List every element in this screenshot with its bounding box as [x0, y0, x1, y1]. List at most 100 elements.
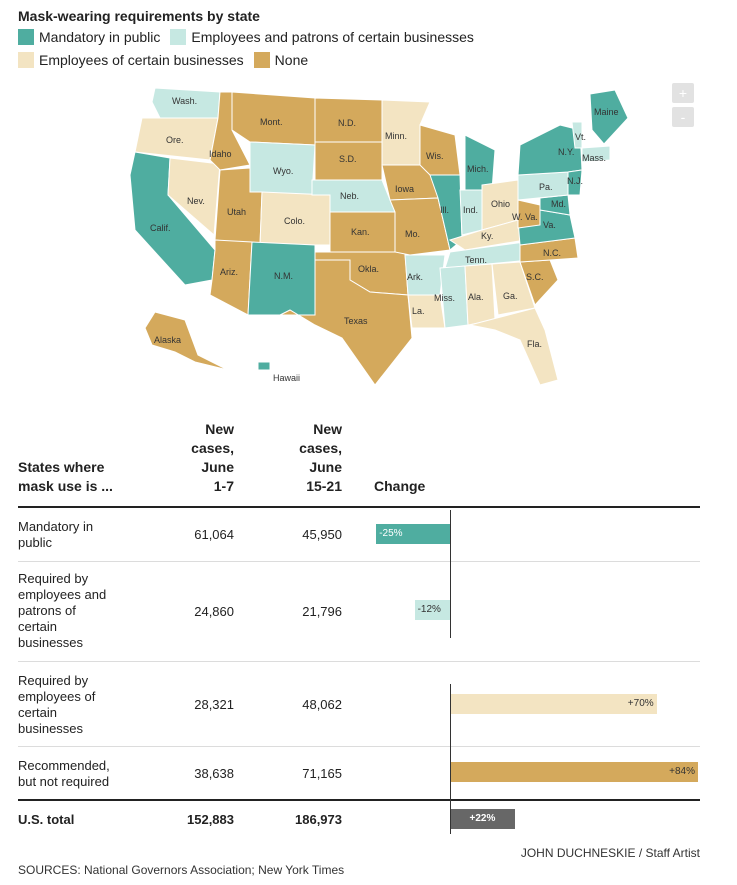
state-label: Nev. — [187, 196, 205, 206]
state-illinois[interactable] — [429, 174, 463, 251]
legend-label: Mandatory in public — [39, 29, 161, 45]
cell-june-15-21: 21,796 — [302, 604, 342, 619]
state-label: Hawaii — [273, 373, 300, 383]
total-june-15-21: 186,973 — [295, 812, 342, 827]
state-arizona[interactable] — [209, 239, 253, 316]
state-label: Maine — [594, 107, 619, 117]
change-label: -25% — [379, 528, 403, 539]
row-label-line: certain — [18, 705, 58, 720]
state-label: Colo. — [284, 216, 305, 226]
state-label: Neb. — [340, 191, 359, 201]
cell-june-1-7: 61,064 — [194, 527, 234, 542]
legend-item-employees-patrons: Employees and patrons of certain busines… — [170, 27, 474, 47]
state-label: Ohio — [491, 199, 510, 209]
header-states: States where mask use is ... — [18, 458, 113, 496]
state-west-virginia[interactable] — [517, 199, 541, 229]
state-new-jersey[interactable] — [567, 169, 583, 196]
zoom-out-button[interactable]: - — [672, 107, 694, 127]
state-label: N.Y. — [558, 147, 574, 157]
header-line: mask use is ... — [18, 478, 113, 494]
change-axis — [450, 510, 451, 638]
legend-swatch — [170, 29, 187, 45]
credit: JOHN DUCHNESKIE / Staff Artist — [520, 846, 700, 860]
state-label: Md. — [551, 199, 566, 209]
change-bar: -12% — [414, 600, 450, 620]
state-label: Ala. — [468, 292, 484, 302]
legend-swatch — [18, 29, 34, 45]
row-label-recommended: Recommended, but not required — [18, 758, 148, 790]
state-michigan[interactable] — [464, 134, 496, 191]
change-axis — [450, 684, 451, 834]
legend-item-mandatory: Mandatory in public — [18, 27, 160, 47]
header-line: New — [313, 421, 342, 437]
header-line: 15-21 — [306, 478, 342, 494]
change-label: -12% — [417, 604, 441, 615]
row-label-line: Mandatory in — [18, 519, 94, 534]
total-june-1-7: 152,883 — [187, 812, 234, 827]
change-label: +84% — [669, 766, 695, 777]
legend-label: Employees and patrons of certain busines… — [191, 29, 474, 45]
change-bar-total: +22% — [450, 809, 515, 829]
header-line: 1-7 — [213, 478, 234, 494]
state-label: Utah — [227, 207, 246, 217]
header-line: June — [309, 459, 342, 475]
us-state-map[interactable]: Wash. Ore. Calif. Nev. Idaho Mont. Wyo. … — [120, 80, 640, 390]
state-label: Mich. — [467, 164, 489, 174]
state-label: Idaho — [209, 149, 232, 159]
state-florida[interactable] — [469, 307, 559, 386]
state-label: Texas — [344, 316, 368, 326]
state-label: Ga. — [503, 291, 518, 301]
row-label-mandatory: Mandatory in public — [18, 519, 148, 551]
header-line: cases, — [299, 440, 342, 456]
state-label: Calif. — [150, 223, 171, 233]
state-label: Ark. — [407, 272, 423, 282]
row-label-employees: Required by employees of certain busines… — [18, 673, 148, 737]
row-label-line: certain — [18, 619, 58, 634]
row-label-line: but not required — [18, 774, 110, 789]
state-label: Wash. — [172, 96, 197, 106]
cell-june-15-21: 45,950 — [302, 527, 342, 542]
state-wisconsin[interactable] — [419, 124, 461, 176]
legend-swatch — [18, 52, 34, 68]
source-note: SOURCES: National Governors Association;… — [18, 863, 345, 877]
state-hawaii[interactable] — [257, 361, 271, 371]
cell-june-1-7: 24,860 — [194, 604, 234, 619]
state-label: Pa. — [539, 182, 553, 192]
chart-title: Mask-wearing requirements by state — [18, 8, 260, 24]
total-rule — [18, 799, 700, 801]
state-label: Minn. — [385, 131, 407, 141]
map-labels: Wash. Ore. Calif. Nev. Idaho Mont. Wyo. … — [150, 96, 619, 383]
state-label: S.D. — [339, 154, 357, 164]
row-rule — [18, 561, 700, 562]
state-label: Iowa — [395, 184, 414, 194]
row-label-line: employees and — [18, 587, 107, 602]
state-maine[interactable] — [589, 89, 629, 145]
state-texas[interactable] — [279, 259, 413, 386]
state-label: Wyo. — [273, 166, 293, 176]
header-change: Change — [374, 478, 426, 494]
cell-june-1-7: 28,321 — [194, 697, 234, 712]
legend-item-employees: Employees of certain businesses — [18, 50, 244, 70]
state-nevada[interactable] — [167, 157, 221, 237]
state-label: Ky. — [481, 231, 493, 241]
state-label: Okla. — [358, 264, 379, 274]
zoom-in-button[interactable]: + — [672, 83, 694, 103]
state-label: Mo. — [405, 229, 420, 239]
state-label: Ariz. — [220, 267, 238, 277]
state-label: Ore. — [166, 135, 184, 145]
header-line: New — [205, 421, 234, 437]
state-label: Vt. — [575, 132, 586, 142]
state-label: Ind. — [463, 205, 478, 215]
header-line: States where — [18, 459, 105, 475]
header-rule — [18, 506, 700, 508]
state-massachusetts[interactable] — [581, 145, 611, 163]
row-label-line: Required by — [18, 571, 89, 586]
row-label-line: businesses — [18, 635, 84, 650]
row-label-line: Required by — [18, 673, 89, 688]
state-label: Mass. — [582, 153, 606, 163]
row-label-line: public — [18, 535, 52, 550]
row-label-line: businesses — [18, 721, 84, 736]
change-bar: -25% — [376, 524, 450, 544]
state-alaska[interactable] — [144, 311, 229, 371]
change-bar: +84% — [450, 762, 698, 782]
